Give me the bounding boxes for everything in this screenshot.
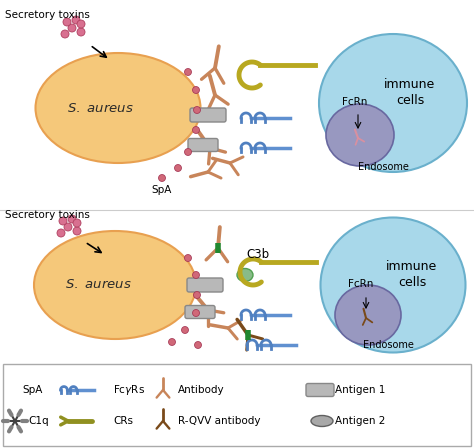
Circle shape [77, 28, 85, 36]
Text: Endosome: Endosome [363, 340, 413, 350]
Text: Antigen 1: Antigen 1 [335, 385, 385, 395]
Circle shape [194, 341, 201, 349]
FancyBboxPatch shape [306, 383, 334, 396]
Text: Fc$\gamma$Rs: Fc$\gamma$Rs [113, 383, 145, 397]
FancyBboxPatch shape [3, 364, 471, 446]
Circle shape [158, 175, 165, 181]
Circle shape [182, 327, 189, 333]
Text: Endosome: Endosome [357, 162, 409, 172]
Circle shape [192, 86, 200, 94]
Text: immune: immune [384, 78, 436, 91]
Circle shape [174, 164, 182, 172]
Circle shape [184, 69, 191, 76]
Text: Antibody: Antibody [178, 385, 225, 395]
Text: cells: cells [398, 276, 426, 289]
Circle shape [59, 217, 67, 225]
Circle shape [68, 24, 76, 32]
Text: FcRn: FcRn [348, 279, 374, 289]
Circle shape [192, 271, 200, 279]
Ellipse shape [34, 231, 196, 339]
Circle shape [193, 107, 201, 113]
Circle shape [184, 254, 191, 262]
Text: Antigen 2: Antigen 2 [335, 416, 385, 426]
Circle shape [192, 126, 200, 134]
Circle shape [68, 215, 76, 223]
Circle shape [11, 386, 19, 394]
Circle shape [73, 227, 81, 235]
Ellipse shape [36, 53, 201, 163]
Ellipse shape [320, 217, 465, 353]
Circle shape [57, 229, 65, 237]
Ellipse shape [326, 104, 394, 166]
Circle shape [192, 310, 200, 316]
Circle shape [72, 16, 80, 24]
Circle shape [193, 292, 201, 298]
FancyBboxPatch shape [187, 278, 223, 292]
FancyBboxPatch shape [185, 306, 215, 319]
Circle shape [168, 339, 175, 345]
Circle shape [61, 30, 69, 38]
Text: Secretory toxins: Secretory toxins [5, 10, 90, 20]
Circle shape [64, 223, 72, 231]
FancyBboxPatch shape [190, 108, 226, 122]
Text: Secretory toxins: Secretory toxins [5, 210, 90, 220]
Text: SpA: SpA [22, 385, 42, 395]
Circle shape [77, 20, 85, 28]
Text: $S.\ aureus$: $S.\ aureus$ [67, 102, 133, 115]
Ellipse shape [311, 415, 333, 426]
Ellipse shape [319, 34, 467, 172]
Text: SpA: SpA [152, 185, 172, 195]
Text: R-QVV antibody: R-QVV antibody [178, 416, 261, 426]
FancyBboxPatch shape [188, 138, 218, 151]
Circle shape [73, 219, 81, 227]
Text: C1q: C1q [28, 416, 49, 426]
Text: FcRn: FcRn [342, 97, 367, 107]
Text: cells: cells [396, 94, 424, 107]
Text: C3b: C3b [246, 248, 270, 261]
Text: CRs: CRs [113, 416, 133, 426]
Ellipse shape [237, 268, 253, 281]
Text: immune: immune [386, 260, 438, 273]
Circle shape [63, 18, 71, 26]
Circle shape [184, 148, 191, 155]
Text: $S.\ aureus$: $S.\ aureus$ [64, 279, 131, 292]
Ellipse shape [335, 285, 401, 345]
